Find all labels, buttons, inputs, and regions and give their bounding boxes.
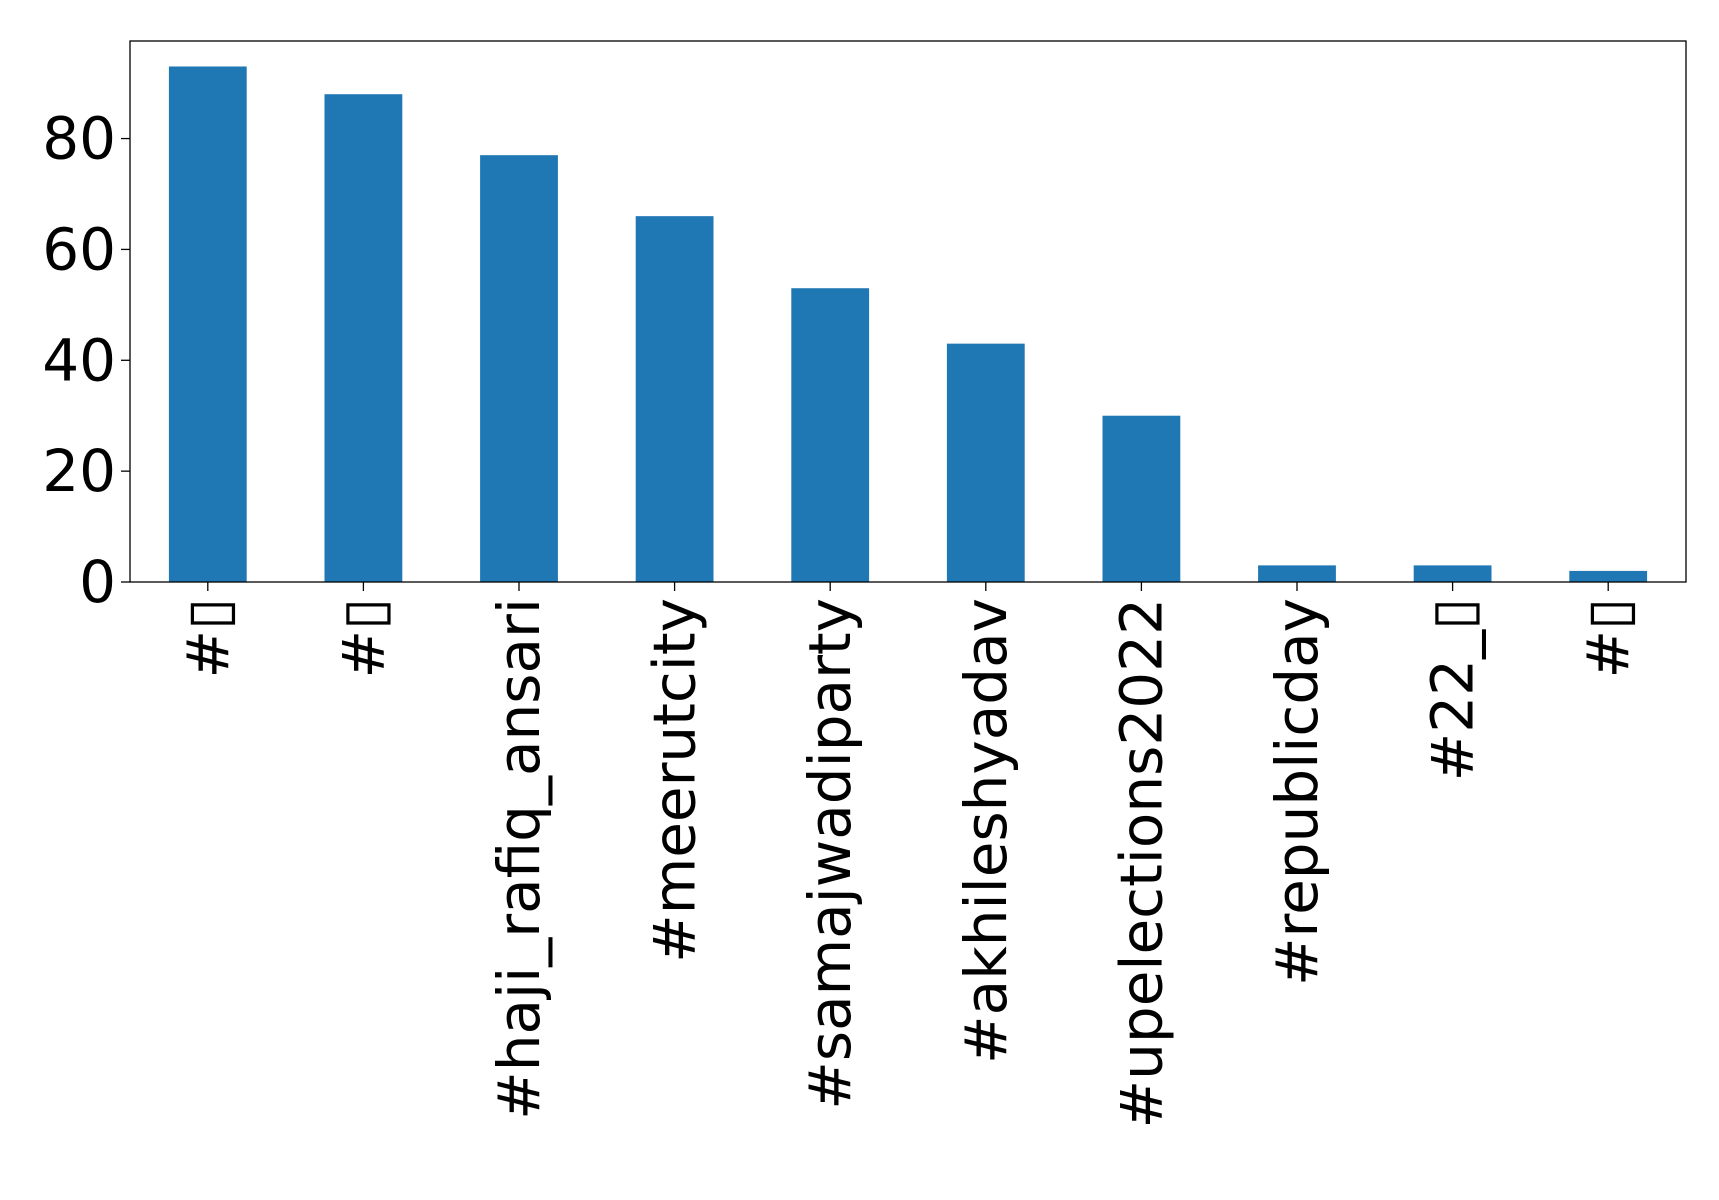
y-tick-label: 20 [42, 437, 116, 505]
x-tick-label: #republicday [1263, 598, 1331, 986]
y-tick-label: 40 [42, 326, 116, 394]
bar [1258, 565, 1336, 582]
plot-frame [129, 40, 1687, 583]
x-tick-label: #akhileshyadav [952, 598, 1020, 1064]
bar [1413, 565, 1492, 582]
y-tick-label: 80 [42, 105, 116, 173]
y-axis: 0 20 40 60 80 [42, 105, 130, 616]
bar [324, 94, 403, 583]
bar [791, 288, 870, 582]
bar [635, 216, 714, 582]
bar [946, 343, 1025, 582]
y-tick-label: 0 [79, 548, 116, 616]
x-tick-label: #▯ [1574, 598, 1642, 679]
x-tick-label: #upelections2022 [1107, 598, 1175, 1128]
x-tick-label: #meerutcity [641, 598, 709, 963]
x-axis: #▯ #▯ #haji_rafiq_ansari #meerutcity #samajw… [174, 582, 1642, 1128]
x-tick-label: #22_▯ [1419, 598, 1487, 781]
bars-group [168, 66, 1648, 583]
bar [168, 66, 247, 583]
x-tick-label: #▯ [329, 598, 397, 679]
y-tick-label: 60 [42, 215, 116, 283]
bar [1102, 415, 1181, 582]
x-tick-label: #▯ [174, 598, 242, 679]
bar [480, 155, 558, 583]
x-tick-label: #haji_rafiq_ansari [485, 598, 553, 1120]
bar [1569, 570, 1648, 582]
x-tick-label: #samajwadiparty [796, 598, 864, 1110]
